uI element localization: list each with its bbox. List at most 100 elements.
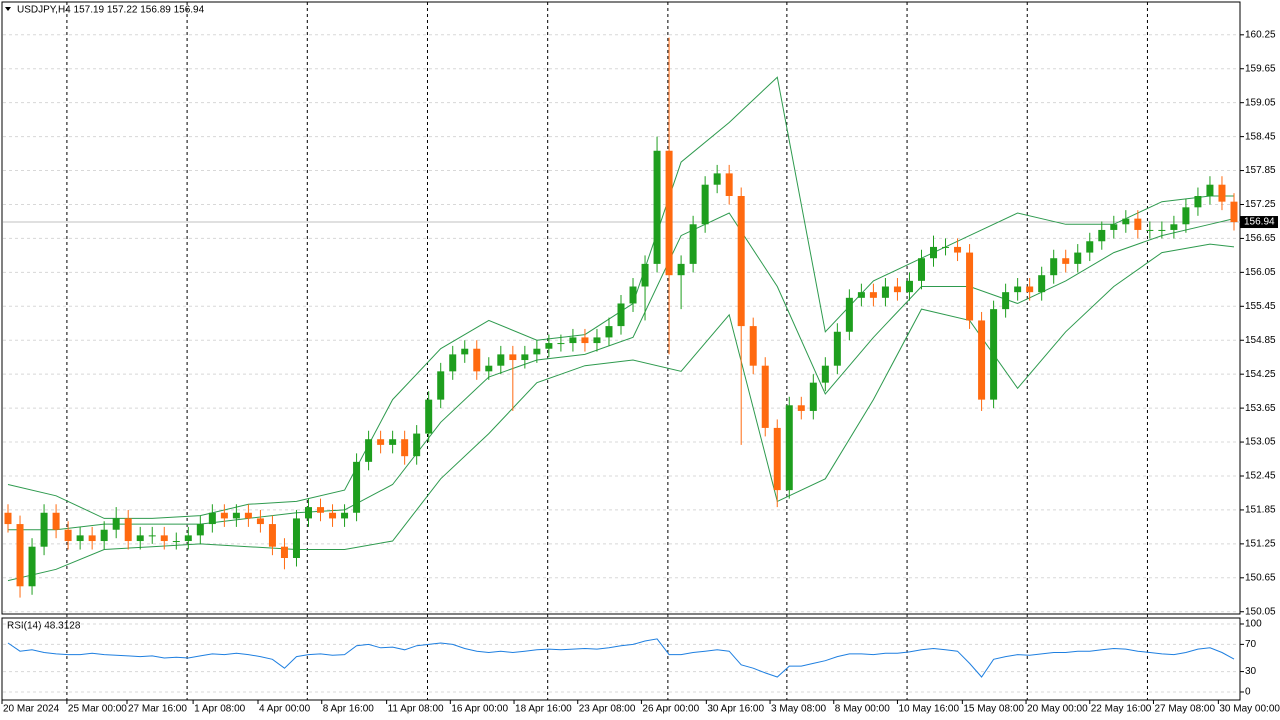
y-tick-label: 157.25 <box>1245 199 1276 210</box>
x-tick-label: 30 Apr 16:00 <box>707 704 764 715</box>
candle-body <box>353 461 361 513</box>
x-tick-label: 15 May 08:00 <box>963 704 1024 715</box>
candle-body <box>244 512 252 519</box>
candle-body <box>545 343 553 349</box>
candle-body <box>1002 292 1010 310</box>
x-tick-label: 8 Apr 16:00 <box>323 704 375 715</box>
candle-body <box>329 512 337 519</box>
rsi-tick-label: 100 <box>1245 619 1262 630</box>
y-tick-label: 159.05 <box>1245 97 1276 108</box>
candle-body <box>893 286 901 293</box>
y-tick-label: 151.85 <box>1245 505 1276 516</box>
candle-body <box>966 252 974 321</box>
candle-body <box>1206 184 1214 197</box>
candle-body <box>401 439 409 457</box>
candle-body <box>1134 218 1142 230</box>
candle-body <box>268 524 276 547</box>
candle-body <box>100 529 108 542</box>
candle-body <box>461 348 469 355</box>
candle-body <box>509 354 517 361</box>
x-tick-label: 20 May 00:00 <box>1027 704 1088 715</box>
rsi-line <box>7 638 1235 678</box>
candle-body <box>208 512 216 525</box>
x-tick-label: 18 Apr 16:00 <box>515 704 572 715</box>
candle-body <box>1218 184 1226 202</box>
candle-body <box>954 246 962 253</box>
x-tick-label: 23 Apr 08:00 <box>579 704 636 715</box>
candle-body <box>930 246 938 259</box>
candle-body <box>593 337 601 344</box>
candle-body <box>425 399 433 434</box>
candle-body <box>449 354 457 372</box>
candle-body <box>220 512 228 519</box>
y-tick-label: 152.45 <box>1245 471 1276 482</box>
y-tick-label: 156.05 <box>1245 267 1276 278</box>
x-tick-label: 10 May 16:00 <box>898 704 959 715</box>
candle-body <box>689 224 697 264</box>
candle-body <box>365 439 373 462</box>
candle-body <box>124 518 132 542</box>
candle-body <box>809 382 817 411</box>
candle-body <box>942 246 950 248</box>
candle-body <box>677 263 685 276</box>
y-tick-label: 159.65 <box>1245 63 1276 74</box>
candle-body <box>1194 196 1202 208</box>
candle-body <box>196 524 204 536</box>
candle-body <box>389 439 397 445</box>
header-icon <box>5 7 11 11</box>
x-tick-label: 20 Mar 2024 <box>3 704 60 715</box>
candle-body <box>905 280 913 293</box>
x-tick-label: 16 Apr 00:00 <box>451 704 508 715</box>
bollinger-lower <box>7 243 1235 582</box>
candle-body <box>112 518 120 530</box>
y-tick-label: 150.05 <box>1245 606 1276 617</box>
candle-body <box>1170 224 1178 230</box>
price-label-box <box>1240 216 1278 229</box>
candle-body <box>990 309 998 400</box>
candle-body <box>629 286 637 304</box>
bollinger-middle <box>8 212 1235 531</box>
y-tick-label: 153.65 <box>1245 403 1276 414</box>
candle-body <box>581 337 589 344</box>
candle-body <box>917 258 925 281</box>
candle-body <box>341 512 349 519</box>
candle-body <box>557 343 565 345</box>
candle-body <box>1074 252 1082 264</box>
candle-body <box>232 512 240 519</box>
candle-body <box>737 196 745 327</box>
candle-body <box>52 512 60 530</box>
y-tick-label: 160.25 <box>1245 29 1276 40</box>
rsi-label: RSI(14) 48.3128 <box>7 621 81 632</box>
candle-body <box>521 354 529 361</box>
candle-body <box>64 529 72 542</box>
x-tick-label: 27 Mar 16:00 <box>128 704 187 715</box>
candle-body <box>617 303 625 327</box>
candle-body <box>280 546 288 559</box>
candle-body <box>1062 258 1070 264</box>
candle-body <box>184 535 192 542</box>
candle-body <box>773 427 781 491</box>
y-tick-label: 153.05 <box>1245 437 1276 448</box>
candle-body <box>317 507 325 513</box>
candle-body <box>749 326 757 366</box>
candle-body <box>569 337 577 344</box>
y-tick-label: 151.25 <box>1245 539 1276 550</box>
candle-body <box>869 292 877 298</box>
candle-body <box>641 263 649 287</box>
candle-body <box>160 535 168 542</box>
candle-body <box>713 173 721 185</box>
x-tick-label: 27 May 08:00 <box>1154 704 1215 715</box>
candle-body <box>485 365 493 372</box>
candle-body <box>1050 258 1058 276</box>
x-tick-label: 4 Apr 00:00 <box>259 704 311 715</box>
candle-body <box>653 150 661 264</box>
y-tick-label: 154.85 <box>1245 335 1276 346</box>
candle-body <box>533 348 541 355</box>
candle-body <box>1182 207 1190 225</box>
candle-body <box>725 173 733 197</box>
candle-body <box>40 512 48 547</box>
candle-body <box>701 184 709 225</box>
candle-body <box>1098 229 1106 242</box>
